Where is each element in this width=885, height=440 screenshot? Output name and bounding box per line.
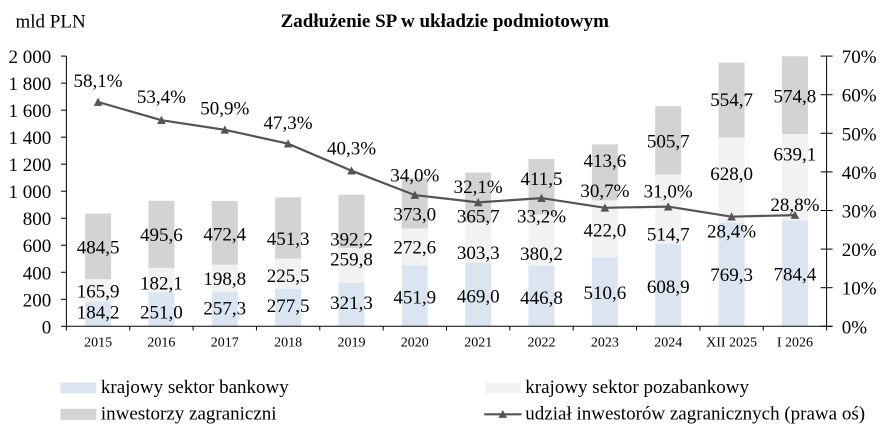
svg-text:505,7: 505,7 [647,131,690,152]
svg-text:380,2: 380,2 [520,244,563,265]
svg-text:446,8: 446,8 [520,288,563,309]
svg-text:Zadłużenie SP w układzie podmi: Zadłużenie SP w układzie podmiotowym [281,11,609,32]
svg-text:451,9: 451,9 [393,288,436,309]
svg-text:58,1%: 58,1% [74,71,123,92]
svg-text:514,7: 514,7 [647,225,690,246]
svg-text:422,0: 422,0 [584,221,627,242]
svg-text:2016: 2016 [147,336,175,351]
svg-text:272,6: 272,6 [393,238,436,259]
svg-text:392,2: 392,2 [330,230,373,251]
svg-text:udział inwestorów zagranicznyc: udział inwestorów zagranicznych (prawa o… [525,404,865,425]
svg-text:31,0%: 31,0% [644,182,693,203]
svg-text:554,7: 554,7 [710,90,753,111]
svg-text:303,3: 303,3 [457,243,500,264]
svg-text:33,2%: 33,2% [517,207,566,228]
svg-text:1 600: 1 600 [9,101,52,122]
svg-text:krajowy sektor pozabankowy: krajowy sektor pozabankowy [525,377,749,398]
svg-text:373,0: 373,0 [393,205,436,226]
svg-text:XII 2025: XII 2025 [706,336,757,351]
svg-text:574,8: 574,8 [774,87,817,108]
svg-text:47,3%: 47,3% [264,113,313,134]
svg-text:413,6: 413,6 [584,151,627,172]
svg-text:600: 600 [23,236,52,257]
svg-text:769,3: 769,3 [710,265,753,286]
svg-text:365,7: 365,7 [457,207,500,228]
svg-text:2019: 2019 [338,336,366,351]
svg-text:2017: 2017 [211,336,239,351]
svg-text:400: 400 [23,263,52,284]
svg-text:225,5: 225,5 [267,266,310,287]
svg-text:182,1: 182,1 [140,273,183,294]
svg-text:70%: 70% [842,47,877,68]
svg-text:30%: 30% [842,202,877,223]
svg-text:30,7%: 30,7% [580,181,629,202]
svg-text:20%: 20% [842,240,877,261]
svg-text:1 800: 1 800 [9,74,52,95]
svg-text:I 2026: I 2026 [777,336,813,351]
svg-text:484,5: 484,5 [77,238,120,259]
svg-text:2024: 2024 [654,336,682,351]
svg-text:165,9: 165,9 [77,282,120,303]
svg-text:411,5: 411,5 [520,169,562,190]
svg-text:1 000: 1 000 [9,182,52,203]
svg-text:28,4%: 28,4% [707,222,756,243]
svg-text:2022: 2022 [528,336,556,351]
svg-text:inwestorzy zagraniczni: inwestorzy zagraniczni [101,404,277,425]
svg-text:321,3: 321,3 [330,293,373,314]
svg-text:mld PLN: mld PLN [16,12,86,33]
svg-text:60%: 60% [842,86,877,107]
svg-text:628,0: 628,0 [710,164,753,185]
svg-text:34,0%: 34,0% [390,166,439,187]
svg-text:800: 800 [23,209,52,230]
svg-text:50%: 50% [842,124,877,145]
svg-text:1 400: 1 400 [9,128,52,149]
svg-text:10%: 10% [842,279,877,300]
svg-text:40%: 40% [842,163,877,184]
svg-text:2020: 2020 [401,336,429,351]
svg-text:40,3%: 40,3% [327,138,376,159]
svg-text:32,1%: 32,1% [454,177,503,198]
svg-text:2 000: 2 000 [9,47,52,68]
svg-text:251,0: 251,0 [140,302,183,323]
svg-text:469,0: 469,0 [457,287,500,308]
svg-text:451,3: 451,3 [267,229,310,250]
svg-text:2015: 2015 [84,336,112,351]
svg-text:200: 200 [23,290,52,311]
svg-text:53,4%: 53,4% [137,87,186,108]
svg-text:2018: 2018 [274,336,302,351]
svg-text:639,1: 639,1 [774,145,817,166]
svg-text:510,6: 510,6 [584,283,627,304]
svg-text:784,4: 784,4 [774,264,817,285]
svg-text:472,4: 472,4 [203,224,246,245]
svg-text:495,6: 495,6 [140,225,183,246]
svg-text:1 200: 1 200 [9,155,52,176]
svg-text:0: 0 [42,317,52,338]
svg-text:277,5: 277,5 [267,296,310,317]
svg-text:184,2: 184,2 [77,303,120,324]
svg-text:2021: 2021 [464,336,492,351]
svg-text:28,8%: 28,8% [770,195,819,216]
svg-text:257,3: 257,3 [203,298,246,319]
svg-text:2023: 2023 [591,336,619,351]
svg-text:0%: 0% [842,317,868,338]
svg-text:259,8: 259,8 [330,250,373,271]
svg-text:608,9: 608,9 [647,277,690,298]
svg-text:krajowy sektor bankowy: krajowy sektor bankowy [101,377,289,398]
svg-text:198,8: 198,8 [203,269,246,290]
svg-text:50,9%: 50,9% [200,99,249,120]
